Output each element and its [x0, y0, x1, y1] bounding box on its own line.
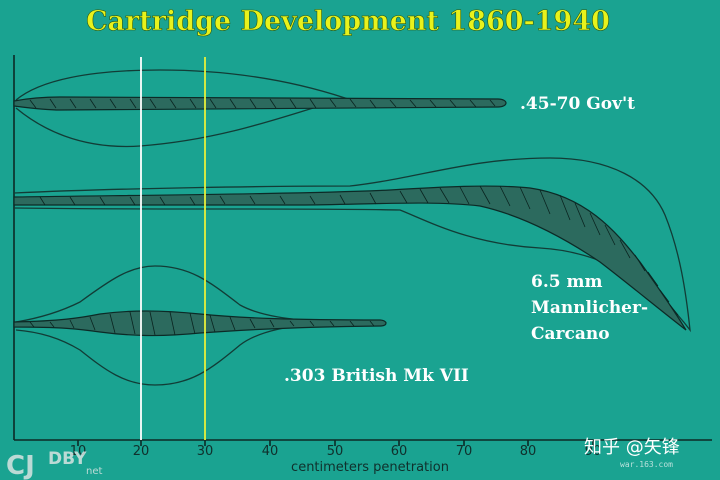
- zhihu-watermark: 知乎 @矢锋: [584, 437, 680, 458]
- british-channel-texture: [29, 311, 375, 336]
- page-title: Cartridge Development 1860-1940: [86, 6, 610, 37]
- mannlicher-label-line1: 6.5 mm: [531, 272, 602, 292]
- mannlicher-label-line3: Carcano: [531, 324, 610, 344]
- gov-45-70-profile: [13, 69, 507, 148]
- mannlicher-temporary-cavity-outline: [13, 157, 691, 333]
- gov-45-70-label: .45-70 Gov't: [520, 94, 635, 114]
- mannlicher-permanent-channel: [13, 185, 687, 331]
- gov-channel-texture: [29, 98, 496, 109]
- logo-text-sub: net: [86, 466, 102, 477]
- british-permanent-channel: [13, 310, 387, 337]
- logo-text-left: CJ: [6, 451, 35, 480]
- x-tick-label: 60: [391, 444, 408, 459]
- x-tick-label: 40: [262, 444, 279, 459]
- x-tick-label: 50: [327, 444, 344, 459]
- mannlicher-profile: [13, 157, 691, 333]
- x-tick-label: 10: [70, 444, 87, 459]
- x-tick-label: 90: [585, 444, 602, 459]
- x-tick-label: 70: [456, 444, 473, 459]
- mannlicher-channel-texture: [39, 185, 679, 316]
- x-axis-label: centimeters penetration: [291, 460, 449, 475]
- mannlicher-label-line2: Mannlicher-: [531, 298, 648, 318]
- logo-text-right: DBY: [48, 449, 87, 469]
- x-tick-label: 20: [133, 444, 150, 459]
- british-303-label: .303 British Mk VII: [284, 366, 469, 386]
- british-303-profile: [13, 265, 387, 386]
- gov-permanent-channel: [13, 96, 507, 111]
- x-tick-label: 30: [197, 444, 214, 459]
- x-axis-ticks: [77, 440, 594, 446]
- site-watermark: war.163.com: [620, 460, 673, 469]
- x-tick-label: 80: [520, 444, 537, 459]
- cjdby-logo-watermark: CJ DBY net: [6, 449, 102, 480]
